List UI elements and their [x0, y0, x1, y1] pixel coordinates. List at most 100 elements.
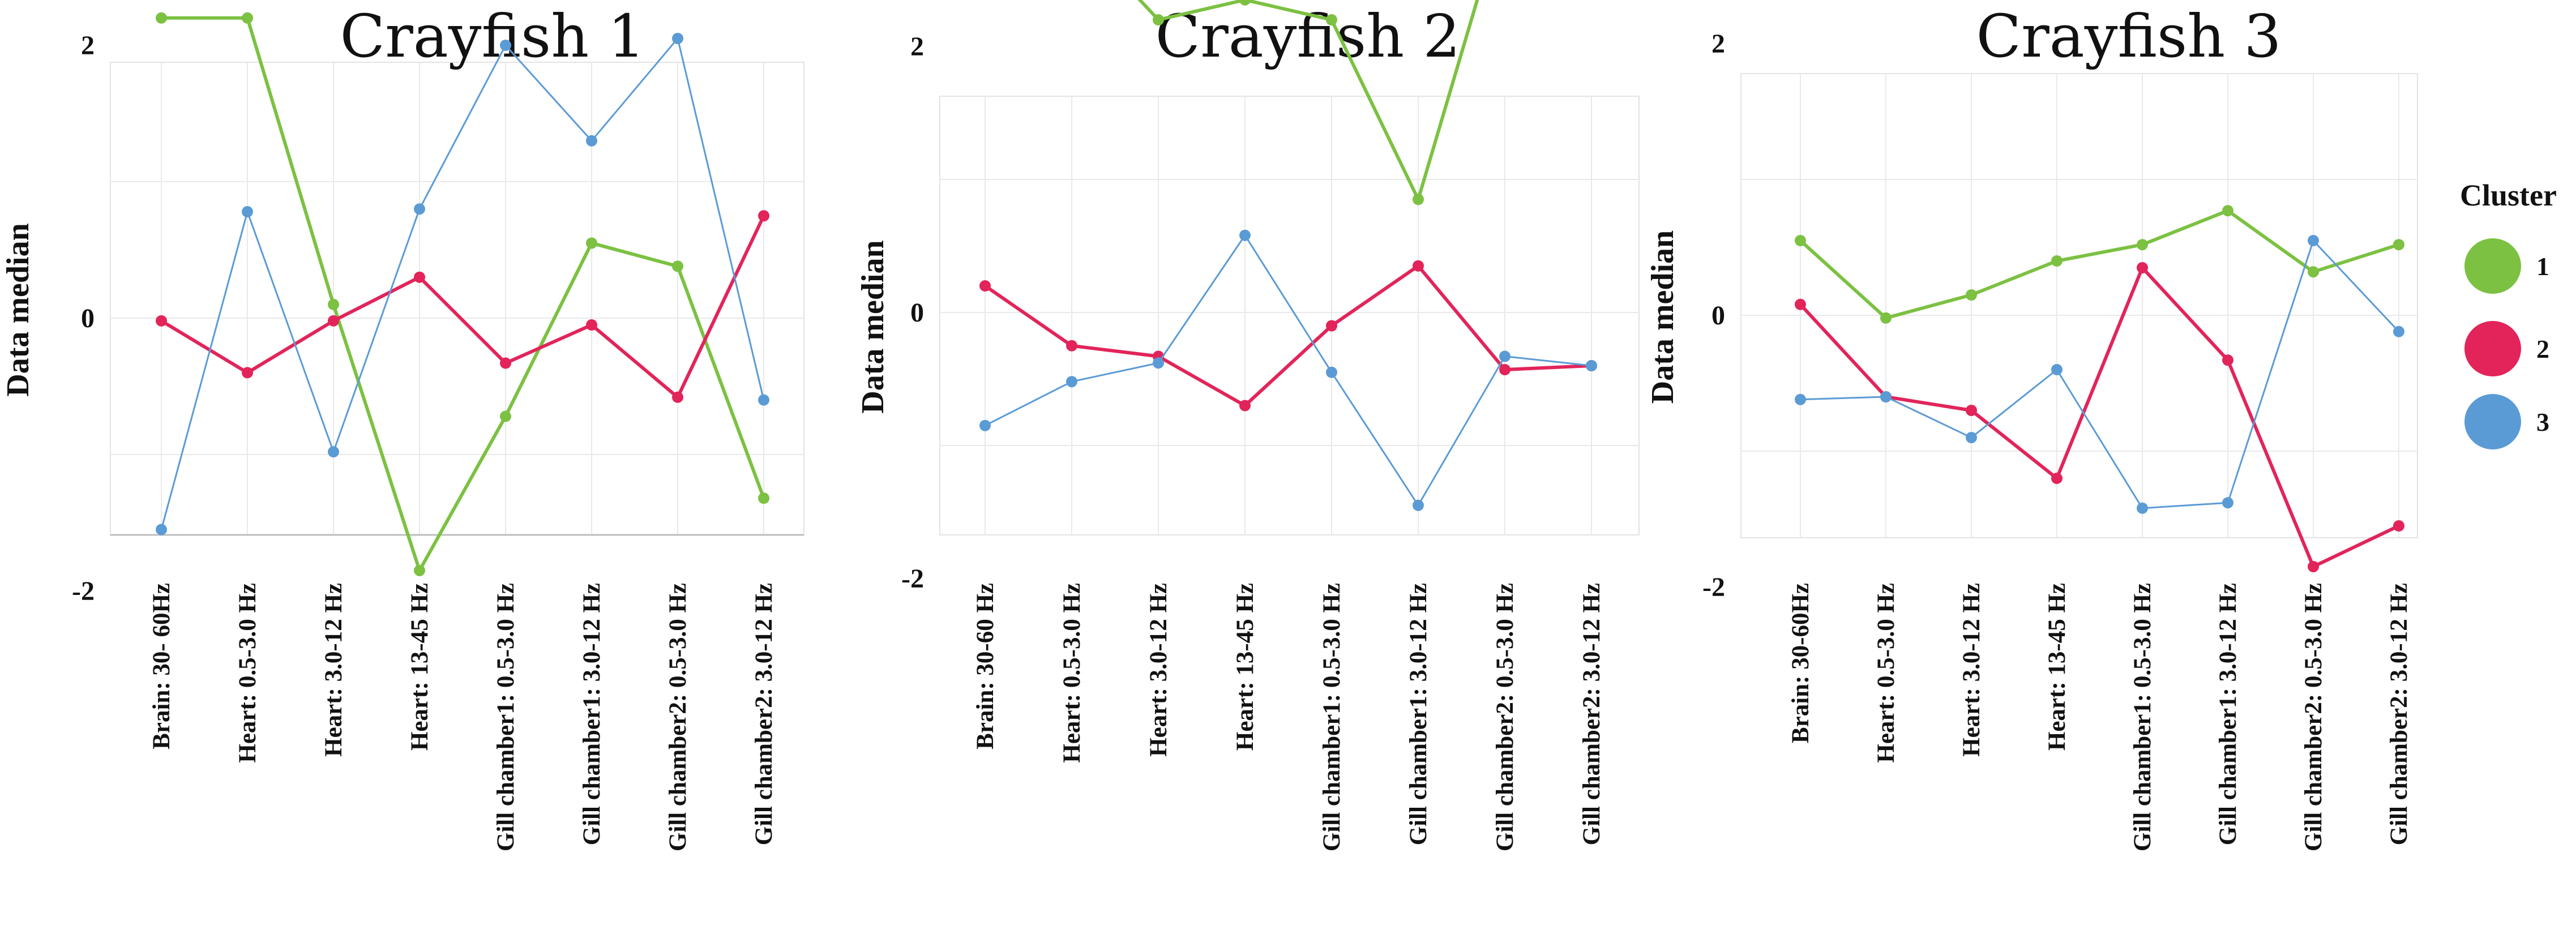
x-tick-label: Heart: 0.5-3.0 Hz — [234, 583, 261, 763]
data-point — [586, 319, 597, 331]
data-point — [1413, 194, 1424, 205]
y-tick-label: -2 — [1702, 572, 1725, 602]
data-point — [328, 298, 339, 310]
x-tick-label: Heart: 0.5-3.0 Hz — [1873, 583, 1899, 763]
chart-panel-2: Crayfish 2 Data median 2 0 -2 Brain: 30-60 Hz… — [855, 0, 1640, 851]
data-point — [758, 394, 769, 406]
x-tick-label: Gill chamber1: 3.0-12 Hz — [2215, 583, 2241, 845]
series-1 — [1137, 0, 1479, 205]
data-point — [1326, 366, 1337, 378]
x-tick-label: Heart: 13-45 Hz — [406, 583, 433, 751]
data-point — [414, 271, 425, 283]
x-tick-label: Brain: 30-60 Hz — [972, 583, 999, 749]
data-point — [979, 280, 991, 292]
chart-title: Crayfish 2 — [1156, 2, 1461, 71]
series-line-1 — [1799, 209, 2399, 320]
x-tick-label: Gill chamber1: 0.5-3.0 Hz — [1319, 583, 1345, 851]
y-tick-label: 2 — [81, 31, 95, 61]
data-point — [1066, 340, 1077, 352]
series-3 — [1795, 235, 2404, 514]
data-point — [2308, 266, 2319, 278]
data-point — [328, 446, 339, 458]
data-point — [1966, 432, 1977, 443]
legend-swatch-2 — [2464, 321, 2521, 376]
data-point — [2222, 205, 2233, 217]
legend-item-2: 2 — [2464, 321, 2549, 376]
y-axis-label: Data median — [855, 240, 891, 413]
x-tick-label: Heart: 3.0-12 Hz — [320, 583, 347, 757]
chart-title: Crayfish 3 — [1976, 2, 2282, 71]
data-point — [1795, 393, 1806, 405]
x-tick-label: Heart: 3.0-12 Hz — [1958, 583, 1985, 757]
legend-title: Cluster — [2460, 178, 2557, 212]
data-point — [2051, 473, 2062, 484]
series-line-1 — [161, 16, 765, 572]
y-tick-label: -2 — [901, 564, 924, 594]
chart-title: Crayfish 1 — [340, 2, 645, 71]
y-tick-label: 0 — [1711, 301, 1725, 331]
x-tick-label: Heart: 3.0-12 Hz — [1145, 583, 1172, 757]
data-point — [1239, 400, 1251, 412]
series-3 — [979, 229, 1597, 511]
plot-frame — [1740, 73, 2418, 538]
data-point — [586, 135, 597, 147]
series-3 — [156, 32, 769, 535]
data-point — [2137, 502, 2148, 514]
series-line-2 — [160, 215, 765, 399]
legend-label-2: 2 — [2536, 335, 2549, 363]
y-tick-label: -2 — [72, 576, 95, 606]
x-tick-label: Gill chamber1: 0.5-3.0 Hz — [2129, 583, 2156, 851]
data-point — [1966, 405, 1977, 416]
x-tick-label: Gill chamber2: 0.5-3.0 Hz — [2300, 583, 2327, 851]
data-point — [242, 206, 253, 218]
data-point — [2308, 235, 2319, 246]
data-point — [2308, 561, 2319, 572]
data-point — [2393, 520, 2404, 532]
x-tick-label: Brain: 30-60Hz — [1787, 583, 1814, 743]
data-point — [672, 391, 683, 403]
y-tick-label: 2 — [1711, 29, 1725, 59]
y-axis-label: Data median — [1, 223, 36, 396]
data-point — [1239, 229, 1251, 241]
y-tick-label: 0 — [910, 298, 924, 328]
data-point — [758, 210, 769, 222]
x-tick-label: Gill chamber1: 3.0-12 Hz — [1405, 583, 1432, 845]
data-point — [1966, 289, 1977, 301]
series-line-2 — [1799, 266, 2400, 568]
data-point — [2051, 255, 2062, 267]
data-point — [672, 260, 683, 272]
data-point — [156, 524, 167, 535]
data-point — [1880, 391, 1892, 402]
data-point — [1413, 260, 1424, 272]
data-point — [1499, 364, 1510, 376]
series-line-3 — [985, 234, 1592, 507]
series-1 — [156, 12, 769, 576]
legend-label-3: 3 — [2536, 408, 2549, 436]
y-axis-label: Data median — [1645, 230, 1680, 404]
data-point — [2051, 364, 2062, 375]
x-tick-label: Heart: 0.5-3.0 Hz — [1059, 583, 1085, 763]
x-tick-label: Gill chamber1: 0.5-3.0 Hz — [493, 583, 519, 851]
data-point — [2393, 325, 2404, 337]
data-point — [1795, 298, 1806, 310]
x-tick-label: Heart: 13-45 Hz — [2044, 583, 2070, 751]
data-point — [1795, 235, 1806, 246]
data-point — [2222, 354, 2233, 366]
data-point — [242, 367, 253, 379]
x-tick-label: Gill chamber2: 3.0-12 Hz — [2386, 583, 2412, 845]
data-point — [1066, 376, 1077, 388]
series-line-3 — [1800, 239, 2400, 509]
data-point — [758, 492, 769, 504]
data-point — [1326, 14, 1337, 25]
data-point — [1499, 350, 1510, 362]
chart-panel-3: Crayfish 3 Data median 2 0 -2 Brain: 30-60Hz H… — [1645, 2, 2418, 851]
data-point — [328, 315, 339, 327]
x-tick-label: Brain: 30- 60Hz — [148, 583, 175, 749]
data-point — [1153, 14, 1164, 25]
data-point — [500, 357, 511, 369]
x-tick-label: Gill chamber2: 0.5-3.0 Hz — [665, 583, 691, 851]
legend-item-3: 3 — [2464, 394, 2549, 449]
data-point — [500, 410, 511, 422]
data-point — [2393, 239, 2404, 251]
